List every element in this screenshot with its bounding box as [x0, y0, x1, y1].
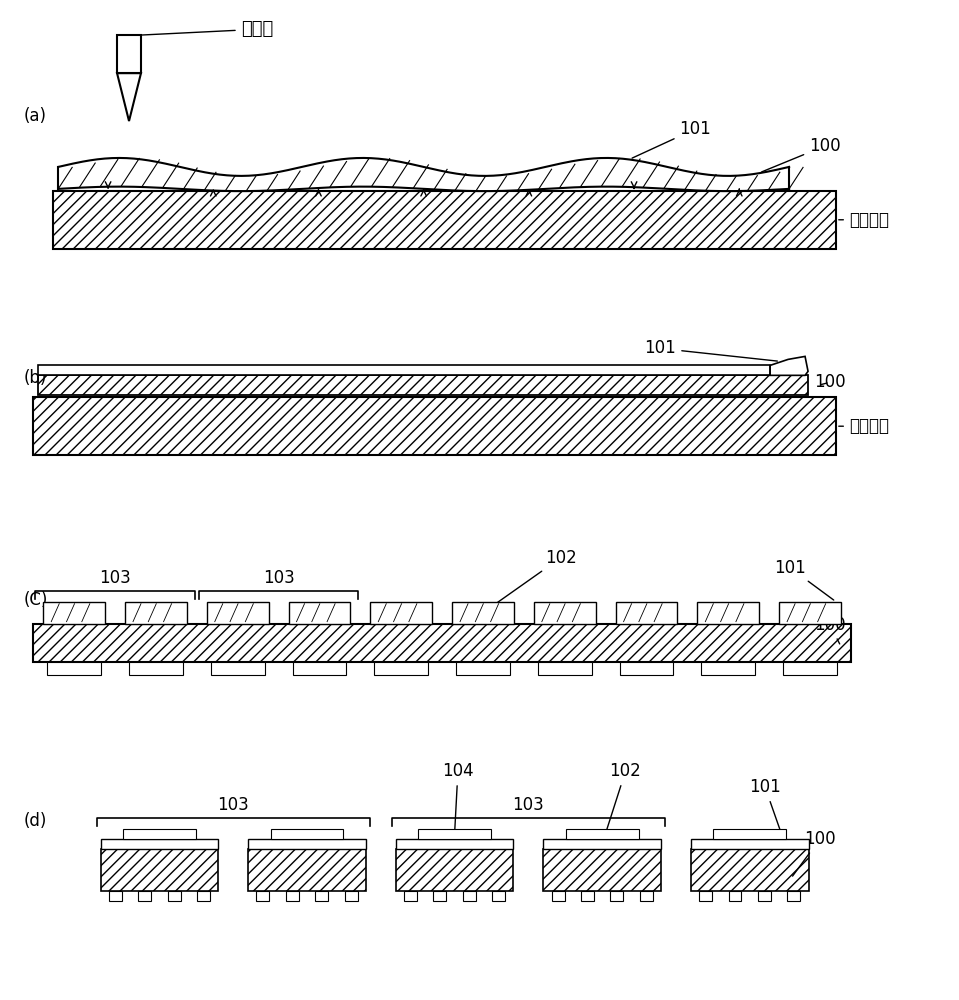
Bar: [34, 624, 851, 662]
Bar: [581, 891, 594, 901]
Text: (C): (C): [23, 591, 48, 609]
Bar: [117, 35, 141, 73]
Bar: [640, 891, 653, 901]
Text: 100: 100: [792, 830, 835, 876]
Bar: [54, 191, 836, 249]
Bar: [108, 891, 122, 901]
Bar: [779, 602, 841, 624]
Bar: [784, 662, 837, 675]
Bar: [197, 891, 210, 901]
Text: (a): (a): [23, 107, 46, 125]
Text: 104: 104: [442, 762, 474, 831]
Bar: [292, 662, 346, 675]
Bar: [38, 365, 770, 375]
Bar: [396, 849, 513, 891]
Bar: [248, 839, 365, 849]
Bar: [370, 602, 433, 624]
Text: 103: 103: [218, 796, 249, 814]
Text: 101: 101: [632, 120, 712, 158]
Bar: [758, 891, 771, 901]
Text: 101: 101: [749, 778, 784, 841]
Text: 103: 103: [99, 569, 131, 587]
Bar: [492, 891, 505, 901]
Bar: [396, 839, 513, 849]
Polygon shape: [770, 356, 808, 375]
Text: 100: 100: [814, 373, 846, 391]
Bar: [286, 891, 299, 901]
Bar: [610, 891, 623, 901]
Text: 100: 100: [761, 137, 841, 172]
Bar: [699, 891, 713, 901]
Bar: [463, 891, 476, 901]
Bar: [566, 829, 639, 839]
Text: 103: 103: [263, 569, 294, 587]
Text: 103: 103: [512, 796, 545, 814]
Bar: [207, 602, 269, 624]
Bar: [211, 662, 265, 675]
Text: 102: 102: [603, 762, 642, 841]
Polygon shape: [58, 158, 789, 191]
Text: 102: 102: [485, 549, 576, 611]
Bar: [316, 891, 328, 901]
Bar: [248, 849, 365, 891]
Text: 加工具: 加工具: [139, 20, 273, 38]
Bar: [452, 602, 514, 624]
Bar: [616, 602, 677, 624]
Bar: [101, 849, 219, 891]
Text: (d): (d): [23, 812, 47, 830]
Bar: [101, 839, 219, 849]
Bar: [787, 891, 801, 901]
Bar: [433, 891, 446, 901]
Bar: [34, 397, 836, 455]
Bar: [551, 891, 565, 901]
Bar: [538, 662, 592, 675]
Bar: [123, 829, 196, 839]
Bar: [729, 891, 741, 901]
Text: (b): (b): [23, 369, 47, 387]
Bar: [701, 662, 755, 675]
Bar: [47, 662, 101, 675]
Bar: [138, 891, 152, 901]
Bar: [256, 891, 269, 901]
Bar: [404, 891, 417, 901]
Bar: [713, 829, 786, 839]
Bar: [38, 375, 808, 395]
Bar: [43, 602, 105, 624]
Bar: [125, 602, 187, 624]
Bar: [690, 849, 808, 891]
Bar: [544, 849, 661, 891]
Polygon shape: [117, 73, 141, 121]
Bar: [344, 891, 358, 901]
Bar: [129, 662, 183, 675]
Bar: [690, 839, 808, 849]
Bar: [697, 602, 760, 624]
Text: 101: 101: [774, 559, 833, 600]
Bar: [374, 662, 428, 675]
Bar: [456, 662, 510, 675]
Bar: [544, 839, 661, 849]
Text: 100: 100: [814, 616, 846, 644]
Bar: [620, 662, 673, 675]
Bar: [168, 891, 180, 901]
Text: ステージ: ステージ: [839, 417, 889, 435]
Text: ステージ: ステージ: [839, 211, 889, 229]
Bar: [534, 602, 596, 624]
Text: 101: 101: [644, 339, 778, 361]
Bar: [418, 829, 491, 839]
Bar: [270, 829, 343, 839]
Bar: [289, 602, 350, 624]
